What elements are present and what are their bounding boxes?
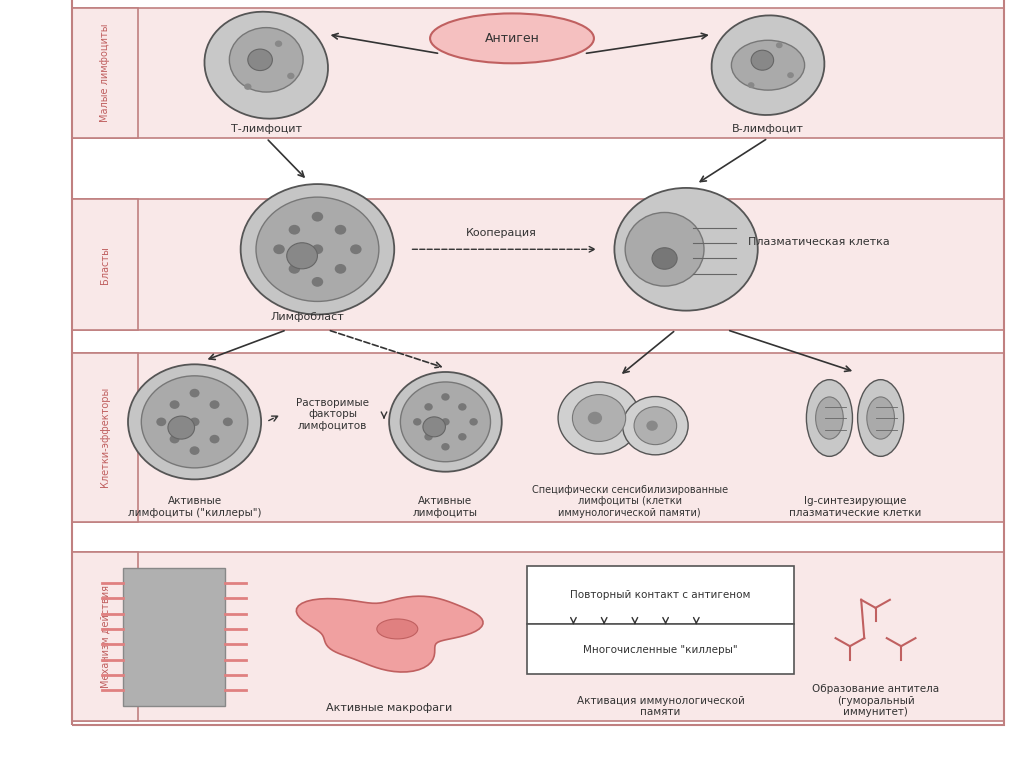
Text: Малые лимфоциты: Малые лимфоциты — [100, 24, 111, 122]
FancyBboxPatch shape — [72, 353, 138, 522]
Ellipse shape — [623, 397, 688, 455]
Text: Повторный контакт с антигеном: Повторный контакт с антигеном — [570, 590, 751, 601]
Ellipse shape — [652, 248, 677, 269]
Ellipse shape — [588, 412, 602, 424]
Ellipse shape — [274, 41, 283, 47]
Text: Плазматическая клетка: Плазматическая клетка — [748, 236, 889, 247]
Ellipse shape — [430, 14, 594, 64]
Ellipse shape — [441, 418, 450, 426]
Ellipse shape — [634, 407, 677, 445]
Ellipse shape — [413, 418, 422, 426]
Ellipse shape — [350, 245, 361, 254]
Ellipse shape — [248, 49, 272, 71]
Text: Многочисленные "киллеры": Многочисленные "киллеры" — [583, 644, 738, 655]
Ellipse shape — [389, 372, 502, 472]
FancyBboxPatch shape — [72, 8, 1004, 138]
Ellipse shape — [210, 435, 219, 443]
Text: Механизм действия: Механизм действия — [100, 585, 111, 688]
FancyBboxPatch shape — [72, 8, 138, 138]
Ellipse shape — [441, 443, 450, 450]
Text: Бласты: Бласты — [100, 245, 111, 284]
Text: Ig-синтезирующие
плазматические клетки: Ig-синтезирующие плазматические клетки — [788, 496, 922, 518]
Ellipse shape — [223, 417, 232, 426]
Ellipse shape — [311, 277, 324, 287]
Ellipse shape — [815, 397, 844, 439]
Text: Специфически сенсибилизированные
лимфоциты (клетки
иммунологической памяти): Специфически сенсибилизированные лимфоци… — [531, 485, 728, 518]
Ellipse shape — [625, 212, 705, 286]
Ellipse shape — [400, 382, 490, 462]
Ellipse shape — [141, 376, 248, 468]
Ellipse shape — [273, 245, 285, 254]
Text: В-лимфоцит: В-лимфоцит — [732, 124, 804, 134]
Ellipse shape — [469, 418, 478, 426]
FancyBboxPatch shape — [527, 624, 794, 674]
Ellipse shape — [210, 400, 219, 409]
Ellipse shape — [189, 417, 200, 426]
FancyBboxPatch shape — [527, 566, 794, 624]
Ellipse shape — [335, 225, 346, 235]
Ellipse shape — [572, 394, 626, 442]
Bar — [123, 568, 225, 706]
Text: Кооперация: Кооперация — [466, 228, 538, 238]
Ellipse shape — [311, 245, 324, 254]
Text: Активация иммунологической
памяти: Активация иммунологической памяти — [577, 696, 744, 717]
Ellipse shape — [776, 42, 782, 48]
Ellipse shape — [168, 416, 195, 439]
Text: Лимфобласт: Лимфобласт — [270, 312, 344, 322]
Ellipse shape — [157, 417, 166, 426]
Ellipse shape — [189, 389, 200, 397]
Ellipse shape — [170, 400, 179, 409]
Ellipse shape — [866, 397, 895, 439]
Ellipse shape — [289, 225, 300, 235]
Text: Клетки-эффекторы: Клетки-эффекторы — [100, 387, 111, 487]
Ellipse shape — [289, 264, 300, 274]
Text: Образование антитела
(гуморальный
иммунитет): Образование антитела (гуморальный иммуни… — [812, 684, 939, 717]
Ellipse shape — [170, 435, 179, 443]
Ellipse shape — [241, 184, 394, 314]
Ellipse shape — [423, 416, 445, 436]
Ellipse shape — [558, 382, 640, 454]
Ellipse shape — [441, 393, 450, 400]
FancyBboxPatch shape — [72, 353, 1004, 522]
Ellipse shape — [311, 212, 324, 222]
Text: Т-лимфоцит: Т-лимфоцит — [230, 124, 302, 134]
FancyBboxPatch shape — [72, 199, 1004, 330]
Ellipse shape — [424, 433, 433, 440]
Ellipse shape — [712, 15, 824, 115]
Ellipse shape — [858, 380, 903, 456]
Ellipse shape — [377, 619, 418, 639]
Ellipse shape — [731, 41, 805, 91]
Ellipse shape — [646, 420, 657, 431]
Text: Антиген: Антиген — [484, 32, 540, 44]
Ellipse shape — [335, 264, 346, 274]
Ellipse shape — [229, 28, 303, 92]
Ellipse shape — [752, 50, 774, 71]
Ellipse shape — [614, 188, 758, 311]
Ellipse shape — [128, 364, 261, 479]
FancyBboxPatch shape — [72, 552, 138, 721]
Ellipse shape — [748, 82, 755, 88]
Ellipse shape — [287, 73, 295, 79]
Ellipse shape — [287, 242, 317, 269]
Ellipse shape — [244, 84, 252, 90]
Polygon shape — [296, 596, 483, 672]
Ellipse shape — [205, 12, 328, 119]
Ellipse shape — [787, 72, 794, 78]
Ellipse shape — [189, 446, 200, 455]
Text: Активные макрофаги: Активные макрофаги — [326, 703, 453, 713]
Text: Активные
лимфоциты ("киллеры"): Активные лимфоциты ("киллеры") — [128, 496, 261, 518]
Ellipse shape — [256, 197, 379, 301]
FancyBboxPatch shape — [72, 199, 138, 330]
Text: Растворимые
факторы
лимфоцитов: Растворимые факторы лимфоцитов — [296, 397, 370, 431]
Ellipse shape — [807, 380, 852, 456]
Ellipse shape — [458, 403, 467, 410]
Ellipse shape — [458, 433, 467, 440]
Text: Активные
лимфоциты: Активные лимфоциты — [413, 496, 478, 518]
Ellipse shape — [424, 403, 433, 410]
FancyBboxPatch shape — [72, 552, 1004, 721]
